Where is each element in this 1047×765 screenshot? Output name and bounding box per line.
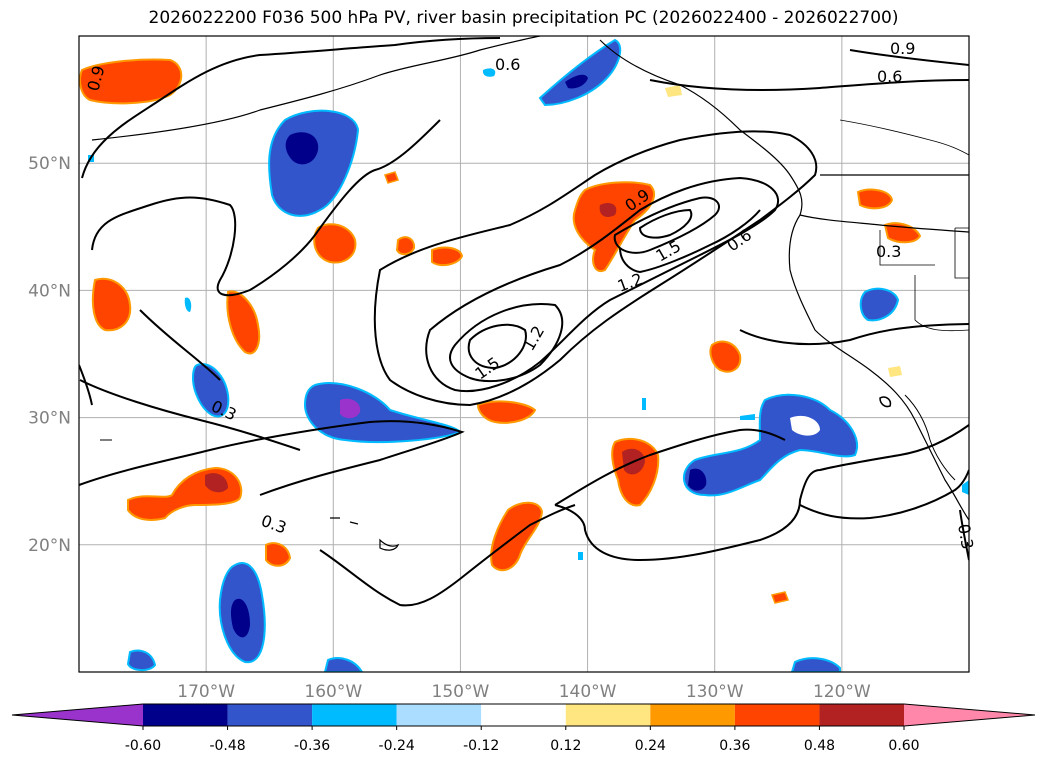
positive-anomaly-region: [490, 501, 544, 572]
negative-anomaly-core: [230, 598, 250, 638]
positive-anomaly-core: [599, 203, 617, 217]
negative-anomaly-region: [323, 657, 364, 672]
coastlines: [91, 36, 969, 551]
longitude-tick-label: 130°W: [686, 682, 744, 702]
longitude-tick-label: 150°W: [432, 682, 490, 702]
positive-anomaly-region: [313, 223, 357, 264]
negative-anomaly-region: [191, 363, 230, 418]
negative-anomaly-region: [303, 382, 462, 444]
positive-anomaly-region: [770, 591, 790, 604]
longitude-tick-label: 120°W: [813, 682, 871, 702]
negative-anomaly-region: [962, 480, 969, 495]
contour-label: 0.6: [495, 55, 520, 74]
negative-anomaly-region: [126, 649, 157, 672]
longitude-tick-label: 160°W: [304, 682, 362, 702]
longitude-tick-labels: 170°W 160°W 150°W 140°W 130°W 120°W: [177, 682, 871, 702]
negative-anomaly-region: [578, 552, 583, 560]
contour-label: 0.3: [954, 522, 977, 550]
contour-label: 0.6: [877, 67, 902, 86]
positive-anomaly-region: [91, 277, 132, 332]
latitude-tick-label: 50°N: [28, 154, 71, 174]
longitude-tick-label: 140°W: [559, 682, 617, 702]
negative-anomaly-region: [859, 287, 900, 322]
negative-anomaly-core: [688, 468, 707, 491]
positive-anomaly-region: [476, 400, 537, 424]
latitude-tick-label: 20°N: [28, 536, 71, 556]
negative-anomaly-region: [790, 657, 841, 672]
positive-anomaly-region: [709, 340, 742, 373]
pv-contours: [79, 37, 969, 607]
positive-anomaly-region: [431, 246, 464, 267]
contour-label: 0.9: [890, 39, 915, 58]
map-background: [79, 36, 969, 672]
map-frame: [78, 35, 970, 673]
positive-anomaly-region: [888, 366, 902, 377]
negative-anomaly-core: [285, 132, 319, 165]
positive-anomaly-region: [384, 171, 399, 184]
contour-label: 0.3: [876, 242, 901, 261]
negative-anomaly-region: [740, 414, 755, 420]
precipitation-shading: [79, 38, 969, 672]
negative-anomaly-core: [340, 398, 361, 419]
positive-anomaly-region: [572, 181, 655, 273]
negative-anomaly-region: [482, 68, 496, 77]
map-title: 2026022200 F036 500 hPa PV, river basin …: [148, 8, 899, 28]
positive-anomaly-region: [226, 290, 261, 355]
negative-anomaly-hole: [790, 415, 820, 436]
positive-anomaly-core: [205, 473, 228, 493]
longitude-tick-label: 170°W: [177, 682, 235, 702]
positive-anomaly-region: [79, 58, 183, 105]
negative-anomaly-region: [184, 297, 192, 312]
negative-anomaly-region: [642, 398, 646, 410]
positive-anomaly-region: [265, 542, 292, 567]
latitude-tick-label: 40°N: [28, 281, 71, 301]
latitude-tick-labels: 50°N 40°N 30°N 20°N: [28, 154, 71, 556]
negative-anomaly-core: [565, 74, 588, 89]
positive-anomaly-region: [665, 85, 682, 97]
positive-anomaly-region: [856, 188, 894, 210]
latitude-tick-label: 30°N: [28, 409, 71, 429]
positive-anomaly-region: [395, 236, 416, 256]
